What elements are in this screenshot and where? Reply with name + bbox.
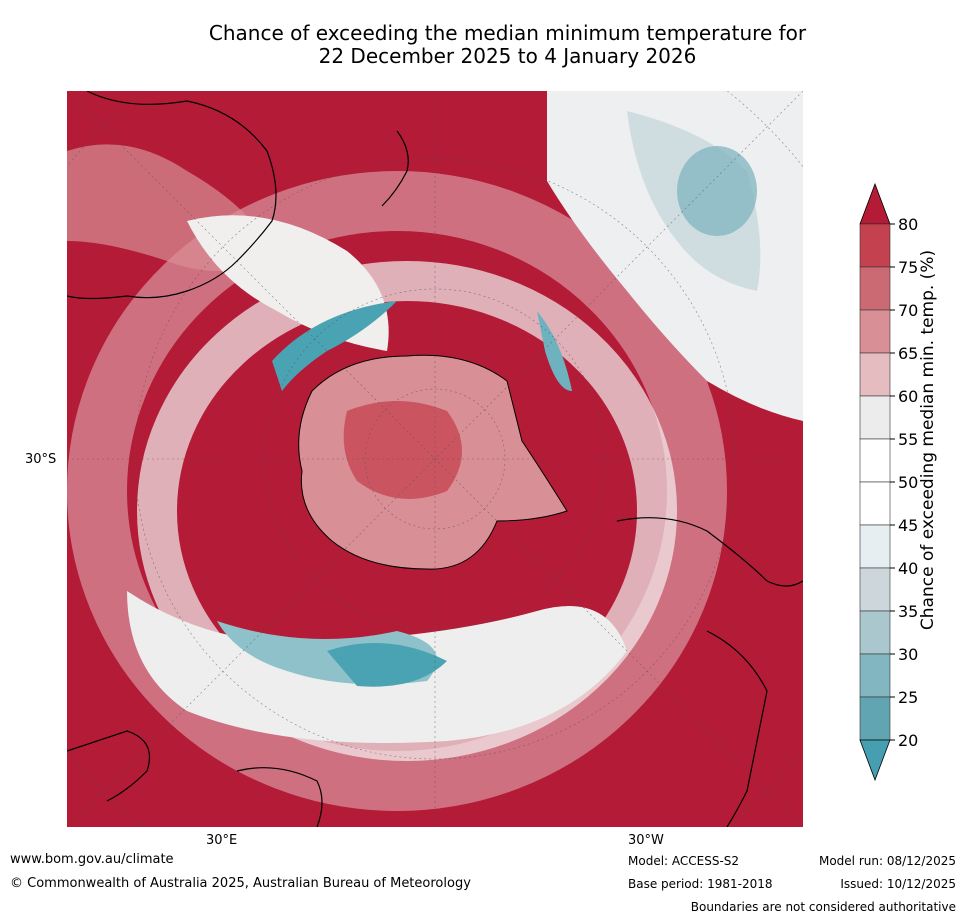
colorbar-segment <box>859 610 891 655</box>
colorbar-tick-label: 50 <box>898 473 918 492</box>
new-zealand-coast <box>381 130 409 207</box>
colorbar-tick-label: 70 <box>898 301 918 320</box>
antarctica-warm-core <box>343 401 462 499</box>
ring-pale-outer <box>67 171 727 811</box>
colorbar-segment <box>859 309 891 354</box>
colorbar-tick-label: 20 <box>898 731 918 750</box>
map-canvas <box>67 91 803 827</box>
footer-website: www.bom.gov.au/climate <box>10 852 174 867</box>
footer-model: Model: ACCESS-S2 <box>628 854 740 868</box>
colorbar-tick-label: 55 <box>898 430 918 449</box>
colorbar-segment <box>859 438 891 483</box>
lon-label-30e: 30°E <box>206 833 238 848</box>
colorbar-graphic: 80 75 70 65 60 55 50 45 40 35 30 25 20 <box>859 182 918 782</box>
africa-coast <box>67 730 151 802</box>
colorbar-extend-high <box>859 182 891 225</box>
blue-arc-west <box>272 301 397 391</box>
blue-strip-east <box>537 311 572 391</box>
footer-copyright: © Commonwealth of Australia 2025, Austra… <box>10 876 471 891</box>
colorbar: 80 75 70 65 60 55 50 45 40 35 30 25 20 <box>855 180 965 790</box>
south-america-tip-coast <box>616 517 803 587</box>
colorbar-tick-label: 40 <box>898 559 918 578</box>
map-title: Chance of exceeding the median minimum t… <box>0 22 965 68</box>
colorbar-segment <box>859 696 891 741</box>
australia-coast <box>67 91 277 300</box>
madagascar-coast <box>236 767 323 827</box>
coastlines <box>67 91 803 827</box>
colorbar-tick-label: 30 <box>898 645 918 664</box>
blue-core-northeast <box>677 146 757 236</box>
footer-disclaimer: Boundaries are not considered authoritat… <box>690 900 956 914</box>
colorbar-segment <box>859 395 891 440</box>
footer-model-run: Model run: 08/12/2025 <box>818 854 956 868</box>
colorbar-segment <box>859 352 891 397</box>
footer-issued: Issued: 10/12/2025 <box>840 877 956 891</box>
south-america-coast <box>706 630 768 827</box>
colorbar-tick-label: 45 <box>898 516 918 535</box>
colorbar-segment <box>859 653 891 698</box>
probability-map <box>67 91 803 827</box>
lon-label-30w: 30°W <box>628 833 664 848</box>
colorbar-segment <box>859 524 891 569</box>
colorbar-tick-label: 80 <box>898 215 918 234</box>
footer-base-period: Base period: 1981-2018 <box>628 877 773 891</box>
colorbar-tick-label: 25 <box>898 688 918 707</box>
blue-core-south <box>327 643 447 687</box>
colorbar-segment <box>859 567 891 612</box>
colorbar-segment <box>859 481 891 526</box>
colorbar-extend-low <box>859 739 891 782</box>
title-line-1: Chance of exceeding the median minimum t… <box>208 21 807 45</box>
title-line-2: 22 December 2025 to 4 January 2026 <box>318 44 697 68</box>
colorbar-title: Chance of exceeding median min. temp. (%… <box>918 249 938 631</box>
colorbar-tick-label: 60 <box>898 387 918 406</box>
colorbar-tick-label: 35 <box>898 602 918 621</box>
lat-label-30s: 30°S <box>25 452 57 467</box>
graticule <box>67 91 803 827</box>
colorbar-segment <box>859 266 891 311</box>
colorbar-segment <box>859 223 891 268</box>
colorbar-tick-label: 75 <box>898 258 918 277</box>
colorbar-tick-label: 65 <box>898 344 918 363</box>
